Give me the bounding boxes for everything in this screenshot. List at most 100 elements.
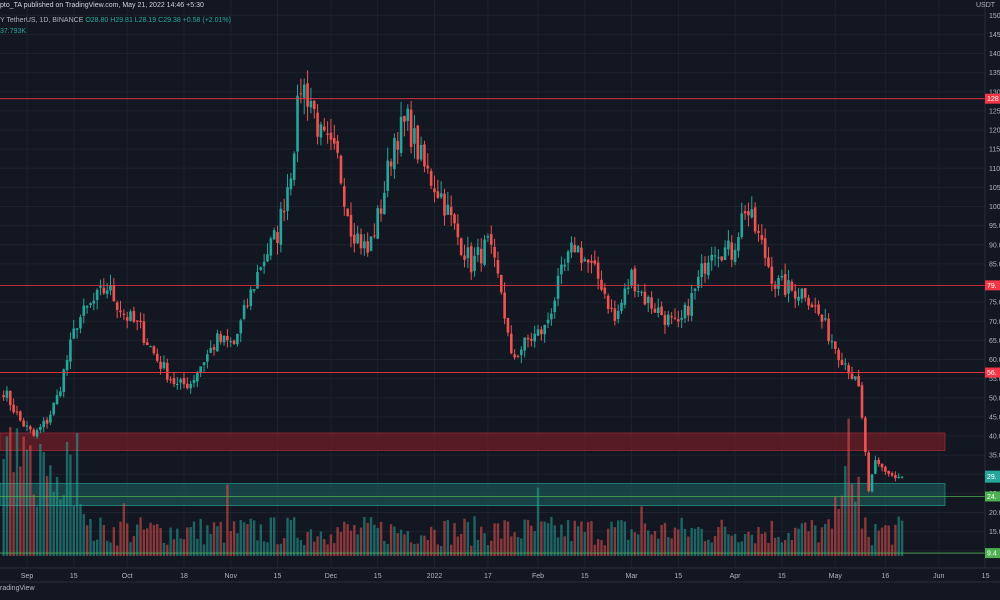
candle-body (109, 285, 112, 291)
candle-body (586, 259, 590, 263)
candle-body (894, 475, 897, 479)
candle-body (429, 170, 433, 186)
candle-body (900, 476, 904, 478)
volume-bar (353, 524, 356, 556)
volume-bar (807, 531, 810, 556)
volume-bar (787, 532, 790, 556)
candle-body (526, 337, 530, 340)
volume-bar (112, 527, 116, 556)
candle-body (89, 303, 92, 306)
candle-body (19, 411, 22, 421)
volume-bar (406, 531, 409, 556)
candle-body (469, 246, 473, 273)
volume-bar (747, 531, 750, 556)
candle-body (426, 165, 430, 169)
candle-body (413, 128, 416, 144)
volume-bar (79, 504, 82, 556)
y-tick-label: 120.0 (989, 128, 1000, 135)
volume-bar (887, 525, 890, 556)
candle-body (690, 293, 693, 316)
volume-bar (603, 545, 607, 556)
volume-bar (259, 524, 262, 556)
candle-body (309, 100, 313, 108)
volume-bar (673, 527, 677, 556)
volume-bar (727, 534, 730, 556)
volume-bar (19, 466, 22, 556)
volume-bar (707, 539, 710, 556)
volume-bar (222, 542, 226, 556)
volume-bar (804, 522, 807, 556)
candle-body (717, 257, 720, 259)
candle-body (760, 235, 764, 240)
y-tick-label: 105.0 (989, 185, 1000, 192)
y-tick-label: 65.0 (989, 338, 1000, 345)
close-value: C29.38 (158, 17, 181, 24)
volume-bar (293, 517, 296, 556)
volume-bar (627, 539, 630, 556)
candle-body (29, 426, 32, 430)
candle-body (677, 319, 680, 322)
volume-bar (593, 544, 596, 556)
candle-body (860, 385, 864, 418)
candle-body (456, 223, 460, 238)
volume-bar (363, 517, 366, 556)
volume-bar (566, 520, 570, 556)
volume-bar (814, 525, 817, 556)
candle-body (533, 333, 536, 342)
volume-bar (493, 523, 496, 556)
volume-bar (827, 519, 830, 556)
candle-body (282, 210, 286, 213)
candle-body (733, 249, 737, 263)
candle-body (399, 116, 403, 153)
candle-body (49, 414, 52, 423)
candle-body (580, 247, 583, 263)
candle-body (276, 232, 279, 244)
x-tick-label: 15 (674, 573, 682, 580)
volume-bar (543, 521, 546, 556)
candle-body (149, 346, 152, 348)
candle-body (666, 314, 670, 326)
volume-bar (189, 527, 192, 556)
candle-body (693, 288, 697, 291)
volume-bar (580, 521, 583, 556)
volume-bar (179, 538, 182, 556)
volume-bar (717, 526, 720, 556)
candle-body (39, 426, 42, 430)
y-tick-label: 35.0 (989, 453, 1000, 460)
y-tick-label: 125.0 (989, 108, 1000, 115)
volume-bar (252, 520, 256, 556)
symbol-name: Y TetherUS, 1D, BINANCE (0, 17, 84, 24)
candle-body (884, 466, 887, 472)
candle-body (897, 476, 901, 478)
candle-body (810, 304, 814, 308)
candle-body (95, 289, 99, 301)
candle-body (142, 321, 146, 343)
candle-body (289, 178, 293, 190)
candle-body (102, 287, 106, 294)
level-badge (985, 367, 1000, 378)
candle-body (857, 375, 860, 387)
candle-body (817, 304, 820, 315)
candle-body (105, 290, 109, 295)
volume-bar (610, 521, 613, 556)
candle-body (52, 402, 56, 415)
volume-bar (319, 531, 323, 556)
candle-body (630, 269, 633, 286)
volume-bar (212, 522, 216, 556)
volume-bar (316, 536, 319, 556)
volume-bar (623, 521, 627, 556)
volume-bar (647, 530, 650, 556)
candle-body (386, 160, 390, 191)
y-tick-label: 145.0 (989, 32, 1000, 39)
candle-body (186, 383, 189, 389)
volume-bar (596, 539, 600, 556)
candle-body (670, 316, 673, 318)
candle-body (847, 365, 850, 374)
y-tick-label: 115.0 (989, 147, 1000, 154)
candle-body (322, 126, 326, 131)
candle-body (232, 340, 236, 344)
candle-body (720, 256, 724, 261)
candle-body (753, 207, 757, 232)
candle-body (296, 95, 299, 152)
